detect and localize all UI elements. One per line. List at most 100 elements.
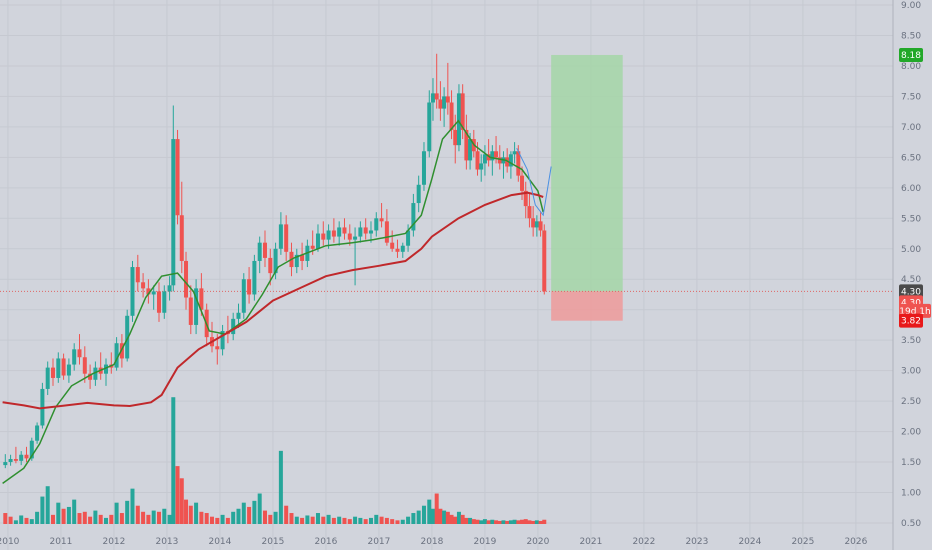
candle-body[interactable] xyxy=(220,331,225,350)
candle-body[interactable] xyxy=(427,102,432,152)
candle-body[interactable] xyxy=(268,257,273,274)
candle-body[interactable] xyxy=(527,206,532,219)
candle-body[interactable] xyxy=(35,425,40,441)
candle-body[interactable] xyxy=(421,151,426,185)
forecast-line[interactable] xyxy=(516,147,552,217)
candle-body[interactable] xyxy=(358,227,363,237)
candle-body[interactable] xyxy=(379,218,384,222)
candle-body[interactable] xyxy=(434,93,439,100)
candle-body[interactable] xyxy=(479,163,484,170)
candle-body[interactable] xyxy=(194,288,199,325)
candle-body[interactable] xyxy=(310,245,315,249)
candle-body[interactable] xyxy=(19,454,24,461)
candle-body[interactable] xyxy=(347,233,352,240)
candle-body[interactable] xyxy=(475,151,480,170)
candle-body[interactable] xyxy=(534,221,539,228)
candle-body[interactable] xyxy=(278,224,283,249)
candle-body[interactable] xyxy=(490,151,495,161)
candle-body[interactable] xyxy=(390,242,395,249)
candle-body[interactable] xyxy=(406,230,411,246)
stop-loss-zone[interactable] xyxy=(551,291,623,321)
candle-body[interactable] xyxy=(50,367,55,378)
candle-body[interactable] xyxy=(56,358,61,378)
candle-body[interactable] xyxy=(315,233,320,249)
candle-body[interactable] xyxy=(326,230,331,240)
candle-body[interactable] xyxy=(66,364,71,376)
candle-body[interactable] xyxy=(368,230,373,234)
candle-body[interactable] xyxy=(442,96,447,109)
candle-body[interactable] xyxy=(125,315,130,359)
candle-body[interactable] xyxy=(353,236,358,240)
candle-body[interactable] xyxy=(273,248,278,274)
candle-body[interactable] xyxy=(88,373,93,380)
candle-body[interactable] xyxy=(363,227,368,234)
candle-body[interactable] xyxy=(241,279,246,313)
candle-body[interactable] xyxy=(29,440,34,459)
candle-body[interactable] xyxy=(151,291,156,295)
candle-body[interactable] xyxy=(236,312,241,319)
candle-body[interactable] xyxy=(337,227,342,237)
candle-body[interactable] xyxy=(199,288,204,310)
candle-body[interactable] xyxy=(103,364,108,374)
candle-body[interactable] xyxy=(395,248,400,252)
candle-body[interactable] xyxy=(411,203,416,231)
candle-body[interactable] xyxy=(460,93,465,130)
candle-body[interactable] xyxy=(184,260,189,298)
candle-body[interactable] xyxy=(445,96,450,103)
candle-body[interactable] xyxy=(516,151,521,176)
candle-body[interactable] xyxy=(257,242,262,261)
candle-body[interactable] xyxy=(542,230,547,292)
candle-body[interactable] xyxy=(93,367,98,380)
candle-body[interactable] xyxy=(512,151,517,155)
candle-body[interactable] xyxy=(13,459,18,461)
candle-body[interactable] xyxy=(531,218,536,228)
candle-body[interactable] xyxy=(482,154,487,164)
candle-body[interactable] xyxy=(8,459,13,463)
candle-body[interactable] xyxy=(284,224,289,252)
candle-body[interactable] xyxy=(82,357,87,374)
candle-body[interactable] xyxy=(456,93,461,146)
forecast-path[interactable] xyxy=(516,147,552,217)
candle-body[interactable] xyxy=(179,215,184,261)
candle-body[interactable] xyxy=(141,282,146,289)
candle-body[interactable] xyxy=(384,221,389,243)
candle-body[interactable] xyxy=(438,99,443,109)
candle-body[interactable] xyxy=(321,233,326,240)
candle-body[interactable] xyxy=(342,227,347,234)
candle-body[interactable] xyxy=(416,184,421,204)
candle-body[interactable] xyxy=(400,245,405,252)
candle-body[interactable] xyxy=(175,139,180,216)
candle-body[interactable] xyxy=(464,129,469,161)
candle-body[interactable] xyxy=(188,297,193,325)
candle-body[interactable] xyxy=(430,93,435,103)
candle-body[interactable] xyxy=(523,190,528,207)
candle-body[interactable] xyxy=(3,462,8,466)
candle-body[interactable] xyxy=(538,221,543,231)
candle-body[interactable] xyxy=(486,154,491,161)
price-axis[interactable]: 0.501.001.502.002.503.003.504.004.505.00… xyxy=(901,1,921,529)
candle-body[interactable] xyxy=(331,230,336,237)
candle-body[interactable] xyxy=(231,318,236,335)
candle-body[interactable] xyxy=(171,139,176,286)
candle-body[interactable] xyxy=(130,267,135,316)
candle-body[interactable] xyxy=(449,102,454,130)
candle-body[interactable] xyxy=(505,157,510,167)
candle-body[interactable] xyxy=(453,129,458,146)
candle-body[interactable] xyxy=(468,139,473,161)
candle-body[interactable] xyxy=(494,151,499,158)
candle-body[interactable] xyxy=(162,291,167,313)
candle-body[interactable] xyxy=(374,218,379,231)
profit-zone[interactable] xyxy=(551,54,623,292)
candle-body[interactable] xyxy=(497,157,502,164)
candle-body[interactable] xyxy=(61,358,66,376)
candle-body[interactable] xyxy=(45,367,50,389)
candle-body[interactable] xyxy=(300,254,305,261)
candle-body[interactable] xyxy=(156,291,161,313)
long-position-tool[interactable] xyxy=(551,54,623,321)
candle-body[interactable] xyxy=(520,175,525,191)
candle-body[interactable] xyxy=(262,242,267,258)
candle-body[interactable] xyxy=(114,343,119,368)
candle-body[interactable] xyxy=(77,349,82,358)
candle-body[interactable] xyxy=(252,260,257,295)
